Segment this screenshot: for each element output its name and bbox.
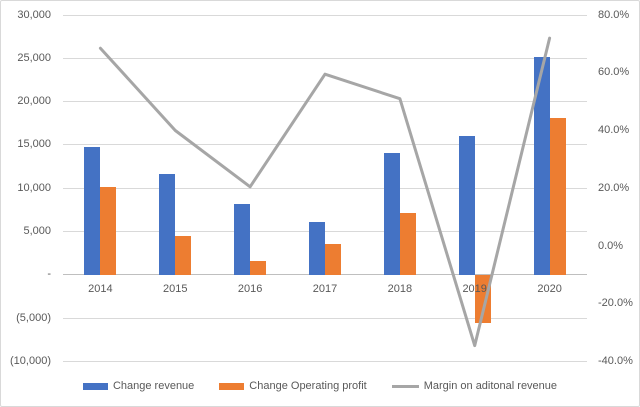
left-tick-label: 20,000: [17, 95, 51, 108]
right-tick-label: 20.0%: [598, 181, 630, 194]
legend-bar-swatch: [219, 382, 245, 390]
left-tick-label: (10,000): [10, 355, 51, 367]
legend-bar-swatch: [82, 382, 108, 390]
legend: Change revenue Change Operating profit Mar…: [1, 380, 639, 392]
right-tick-label: 60.0%: [598, 66, 630, 79]
legend-label: Change Operating profit: [249, 380, 367, 392]
right-tick-label: 0.0%: [598, 239, 624, 252]
bar-change-revenue-2016: [234, 203, 251, 275]
left-tick-label: 15,000: [17, 138, 51, 151]
bar-change-revenue-2015: [159, 174, 176, 275]
gridline: [63, 231, 587, 233]
gridline: [63, 57, 587, 59]
left-tick-label: 10,000: [17, 181, 51, 194]
category-label-2016: 2016: [237, 283, 263, 295]
bar-change-revenue-2019: [458, 136, 475, 275]
right-tick-label: -40.0%: [598, 355, 633, 367]
bar-change-operating-profit-2016: [250, 261, 267, 275]
right-tick-label: 40.0%: [598, 124, 630, 136]
gridline: [63, 144, 587, 146]
gridline: [63, 317, 587, 319]
category-label-2014: 2014: [88, 283, 113, 295]
legend-item-margin-on-aditonal-revenue: Margin on aditonal revenue: [391, 380, 558, 392]
category-label-2019: 2019: [462, 283, 487, 295]
bar-change-operating-profit-2020: [549, 118, 566, 275]
gridline: [63, 187, 587, 189]
left-tick-label: -: [47, 268, 51, 281]
gridline: [63, 101, 587, 103]
right-tick-label: 80.0%: [598, 8, 630, 21]
bar-change-revenue-2014: [84, 146, 101, 275]
bar-change-operating-profit-2018: [399, 212, 416, 275]
left-tick-label: (5,000): [16, 311, 51, 324]
category-label-2015: 2015: [163, 283, 188, 295]
legend-line-swatch: [391, 384, 419, 388]
legend-item-change-revenue: Change revenue: [82, 380, 195, 392]
legend-item-change-operating-profit: Change Operating profit: [219, 380, 367, 392]
gridline: [63, 361, 587, 362]
bar-change-revenue-2017: [309, 222, 325, 275]
legend-label: Margin on aditonal revenue: [423, 380, 558, 392]
gridline: [63, 14, 587, 16]
bar-change-operating-profit-2014: [100, 187, 117, 275]
left-tick-label: 5,000: [23, 225, 51, 238]
category-label-2020: 2020: [537, 283, 562, 295]
category-label-2017: 2017: [312, 283, 338, 295]
bar-change-revenue-2018: [383, 152, 400, 275]
bar-change-operating-profit-2017: [325, 243, 341, 275]
left-tick-label: 25,000: [17, 51, 51, 64]
bar-change-revenue-2020: [533, 56, 550, 275]
legend-label: Change revenue: [112, 380, 195, 392]
bar-change-operating-profit-2015: [175, 235, 192, 275]
category-label-2018: 2018: [387, 283, 413, 295]
right-tick-label: -20.0%: [598, 297, 633, 310]
left-tick-label: 30,000: [17, 8, 51, 21]
